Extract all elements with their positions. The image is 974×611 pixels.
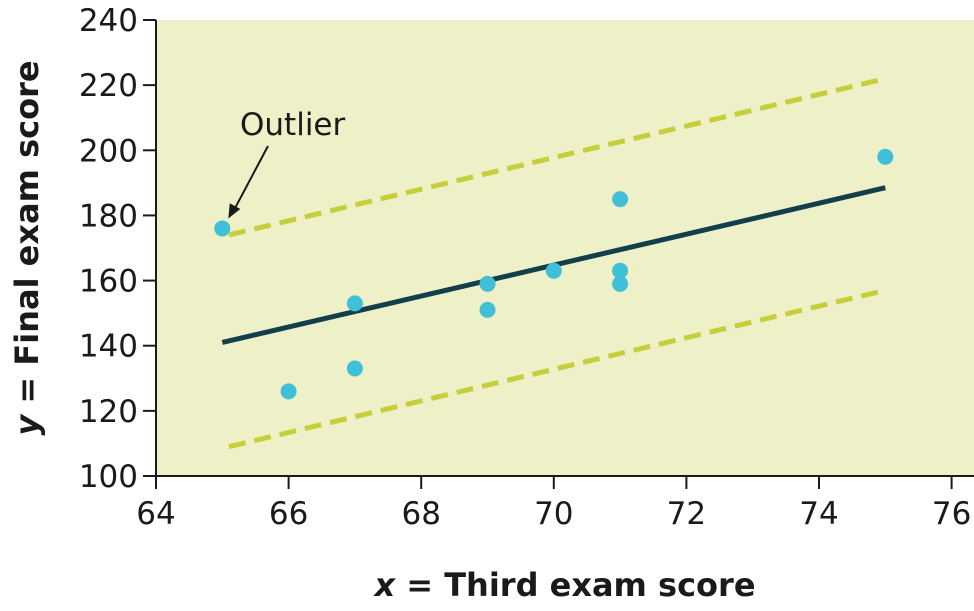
y-tick-label: 220	[79, 68, 138, 104]
outlier-annotation: Outlier	[228, 107, 346, 219]
data-point	[612, 275, 629, 292]
y-axis-title: y = Final exam score	[8, 60, 46, 435]
y-tick-label: 160	[79, 264, 138, 300]
x-tick-label: 70	[534, 496, 573, 532]
x-tick-label: 76	[932, 496, 971, 532]
data-point	[214, 220, 231, 237]
x-tick-label: 72	[667, 496, 706, 532]
y-tick-label: 100	[79, 459, 138, 495]
prediction-bounds	[228, 76, 886, 450]
y-tick-label: 140	[79, 329, 138, 365]
outlier-arrowhead	[228, 203, 241, 219]
axes: 100 120 140 160 180 200 220 240 64 66 68 70 72 74 76	[79, 3, 974, 532]
plot-background	[156, 20, 974, 476]
data-point	[346, 360, 363, 377]
data-point	[479, 275, 496, 292]
data-point	[280, 383, 297, 400]
data-point	[545, 262, 562, 279]
outlier-arrow	[232, 145, 269, 212]
x-tick-label: 68	[401, 496, 440, 532]
y-tick-label: 240	[79, 3, 138, 39]
y-tick-label: 200	[79, 133, 138, 169]
upper-bound-line	[228, 76, 886, 238]
data-point	[877, 148, 894, 165]
data-point	[612, 191, 629, 208]
x-tick-label: 66	[269, 496, 308, 532]
y-tick-label: 180	[79, 198, 138, 234]
x-tick-label: 74	[799, 496, 838, 532]
data-point	[612, 262, 629, 279]
y-tick-label: 120	[79, 394, 138, 430]
x-tick-label: 64	[136, 496, 175, 532]
data-points	[214, 148, 894, 400]
data-point	[346, 295, 363, 312]
data-point	[479, 301, 496, 318]
x-axis-title: x = Third exam score	[372, 566, 755, 604]
lower-bound-line	[228, 287, 886, 450]
outlier-label: Outlier	[240, 107, 346, 143]
